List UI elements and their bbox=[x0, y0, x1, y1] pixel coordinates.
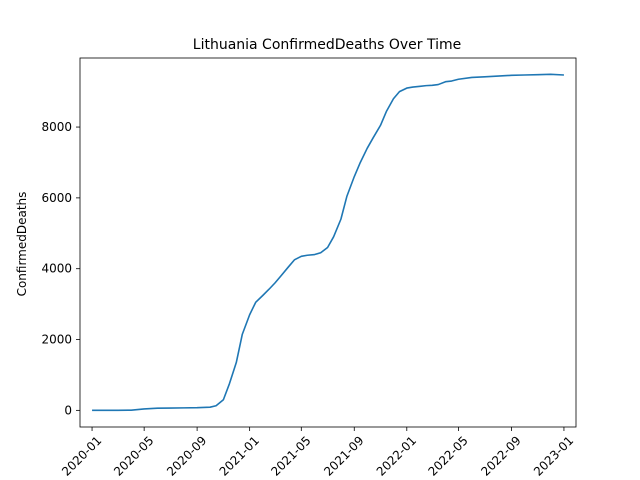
x-tick-label: 2020-05 bbox=[111, 433, 156, 478]
x-tick-label: 2022-09 bbox=[478, 433, 523, 478]
x-tick-label: 2021-01 bbox=[217, 433, 262, 478]
chart-title: Lithuania ConfirmedDeaths Over Time bbox=[193, 37, 461, 53]
plot-frame bbox=[79, 57, 577, 428]
y-tick-label: 0 bbox=[64, 403, 72, 417]
x-tick-label: 2020-09 bbox=[164, 433, 209, 478]
y-tick-label: 8000 bbox=[41, 120, 72, 134]
x-tick-label: 2022-01 bbox=[374, 433, 419, 478]
x-tick-label: 2020-01 bbox=[59, 433, 104, 478]
y-tick-label: 4000 bbox=[41, 262, 72, 276]
x-tick-label: 2021-09 bbox=[321, 433, 366, 478]
y-axis-label: ConfirmedDeaths bbox=[15, 192, 29, 297]
x-tick-label: 2023-01 bbox=[531, 433, 576, 478]
x-tick-label: 2021-05 bbox=[268, 433, 313, 478]
series-line-confirmed-deaths bbox=[92, 73, 564, 412]
x-tick-label: 2022-05 bbox=[425, 433, 470, 478]
y-tick-label: 2000 bbox=[41, 333, 72, 347]
y-tick-label: 6000 bbox=[41, 191, 72, 205]
